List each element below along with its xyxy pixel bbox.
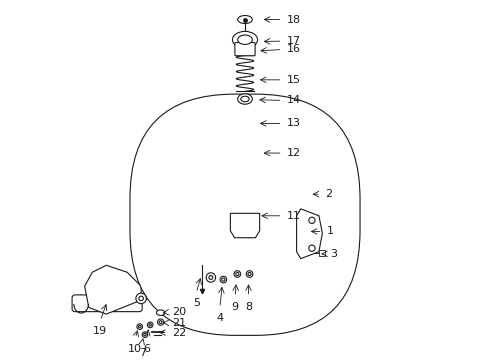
Text: 14: 14 (287, 95, 301, 105)
Text: 20: 20 (172, 307, 186, 318)
Polygon shape (85, 265, 141, 314)
FancyBboxPatch shape (72, 295, 142, 312)
Text: 2: 2 (325, 189, 332, 199)
Ellipse shape (220, 276, 227, 283)
Ellipse shape (232, 31, 258, 48)
Text: 19: 19 (93, 326, 107, 336)
Text: 13: 13 (287, 118, 301, 129)
Ellipse shape (142, 332, 148, 337)
Text: 22: 22 (172, 328, 186, 338)
Polygon shape (230, 213, 260, 238)
Text: 6: 6 (143, 344, 150, 354)
Ellipse shape (157, 319, 164, 325)
Text: 18: 18 (287, 14, 301, 24)
Circle shape (309, 217, 315, 224)
Ellipse shape (206, 273, 216, 282)
Text: 1: 1 (327, 226, 334, 237)
Circle shape (309, 245, 315, 251)
Text: 10: 10 (128, 344, 142, 354)
Ellipse shape (137, 324, 143, 329)
Ellipse shape (234, 271, 241, 277)
Ellipse shape (236, 273, 239, 275)
Text: 5: 5 (193, 298, 200, 309)
FancyBboxPatch shape (130, 94, 360, 336)
Text: 7: 7 (139, 348, 146, 358)
Text: 15: 15 (287, 75, 301, 85)
Ellipse shape (144, 333, 146, 336)
Ellipse shape (238, 15, 252, 23)
Polygon shape (296, 209, 322, 259)
Ellipse shape (139, 296, 144, 301)
Ellipse shape (248, 273, 251, 275)
Ellipse shape (139, 325, 141, 328)
Text: 21: 21 (172, 318, 186, 328)
Ellipse shape (246, 271, 253, 277)
Ellipse shape (238, 35, 252, 44)
Text: 8: 8 (245, 302, 252, 312)
Text: 16: 16 (287, 45, 301, 54)
Text: 17: 17 (287, 36, 301, 46)
FancyBboxPatch shape (237, 157, 253, 201)
Polygon shape (92, 259, 282, 307)
Ellipse shape (238, 94, 252, 104)
Ellipse shape (159, 321, 162, 324)
Ellipse shape (209, 275, 213, 279)
Text: 9: 9 (232, 302, 239, 312)
Ellipse shape (149, 324, 151, 326)
Text: 3: 3 (330, 249, 338, 259)
Text: 12: 12 (287, 148, 301, 158)
Text: 11: 11 (287, 211, 301, 221)
Ellipse shape (241, 96, 249, 102)
Ellipse shape (222, 278, 225, 281)
Ellipse shape (136, 293, 147, 303)
Ellipse shape (156, 310, 165, 315)
Text: 4: 4 (217, 314, 223, 323)
Ellipse shape (147, 322, 153, 328)
FancyBboxPatch shape (235, 42, 255, 56)
